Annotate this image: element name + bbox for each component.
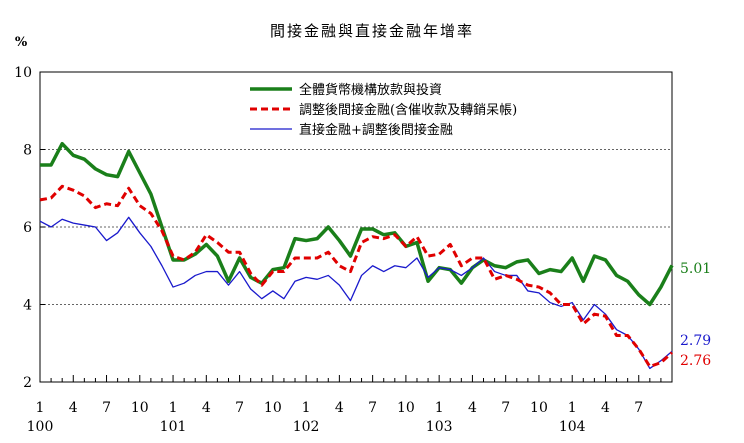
series-line-2 bbox=[39, 184, 674, 368]
end-value-label-1: 5.01 bbox=[680, 261, 711, 277]
end-value-label-2: 2.76 bbox=[680, 353, 711, 369]
x-tick-label: 1 bbox=[435, 400, 444, 416]
x-tick-label: 10 bbox=[397, 400, 415, 416]
x-tick-label: 4 bbox=[468, 400, 477, 416]
series-lines bbox=[39, 141, 674, 370]
gridlines bbox=[40, 149, 672, 305]
legend-label-2: 調整後間接金融(含催收款及轉銷呆帳) bbox=[299, 102, 517, 118]
x-tick-label: 7 bbox=[102, 400, 111, 416]
x-tick-label: 7 bbox=[235, 400, 244, 416]
legend-label-1: 全體貨幣機構放款與投資 bbox=[299, 82, 442, 98]
chart-title: 間接金融與直接金融年增率 bbox=[270, 22, 474, 40]
y-axis-ticks: 2 4 6 8 10 bbox=[14, 65, 45, 391]
year-label: 103 bbox=[426, 419, 453, 435]
y-tick-label: 10 bbox=[14, 65, 32, 81]
x-tick-label: 7 bbox=[501, 400, 510, 416]
legend-label-3: 直接金融+調整後間接金融 bbox=[299, 122, 453, 138]
series-line-1 bbox=[40, 141, 674, 307]
x-tick-label: 10 bbox=[264, 400, 282, 416]
year-label: 101 bbox=[160, 419, 187, 435]
y-tick-label: 2 bbox=[23, 375, 32, 391]
x-tick-label: 1 bbox=[302, 400, 311, 416]
y-tick-label: 4 bbox=[23, 298, 32, 314]
series-end-labels: 5.01 2.79 2.76 bbox=[680, 261, 711, 369]
x-tick-label: 10 bbox=[131, 400, 149, 416]
year-label: 104 bbox=[559, 419, 586, 435]
end-value-label-3: 2.79 bbox=[680, 333, 711, 349]
y-axis-unit-label: % bbox=[15, 35, 28, 50]
x-tick-label: 1 bbox=[568, 400, 577, 416]
x-axis-ticks: 1 4 7 10 1 4 7 10 1 4 7 10 1 4 7 10 1 4 7 bbox=[36, 375, 673, 416]
y-tick-label: 6 bbox=[23, 220, 32, 236]
x-tick-label: 4 bbox=[601, 400, 610, 416]
year-label: 102 bbox=[293, 419, 320, 435]
x-axis-year-labels: 100 101 102 103 104 bbox=[27, 419, 586, 435]
y-tick-label: 8 bbox=[23, 143, 32, 159]
year-label: 100 bbox=[27, 419, 54, 435]
x-tick-label: 7 bbox=[368, 400, 377, 416]
x-tick-label: 1 bbox=[169, 400, 178, 416]
x-tick-label: 4 bbox=[69, 400, 78, 416]
x-tick-label: 7 bbox=[634, 400, 643, 416]
x-tick-label: 1 bbox=[36, 400, 45, 416]
x-tick-label: 4 bbox=[335, 400, 344, 416]
x-tick-label: 4 bbox=[202, 400, 211, 416]
x-tick-label: 10 bbox=[530, 400, 548, 416]
